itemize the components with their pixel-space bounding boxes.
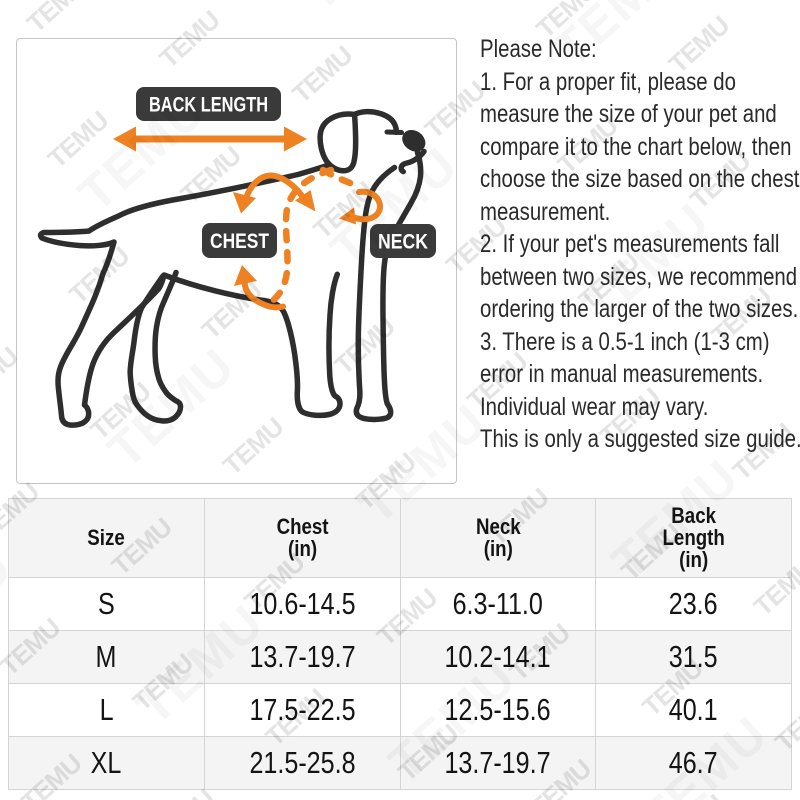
- svg-text:TEMU: TEMU: [398, 0, 470, 9]
- svg-text:NECK: NECK: [378, 231, 428, 254]
- svg-text:BACK LENGTH: BACK LENGTH: [149, 94, 268, 117]
- svg-text:TEMU: TEMU: [21, 0, 93, 38]
- svg-text:TEMU: TEMU: [291, 0, 440, 22]
- svg-text:CHEST: CHEST: [210, 230, 269, 253]
- svg-text:TEMU: TEMU: [658, 789, 730, 800]
- svg-text:TEMU: TEMU: [0, 205, 3, 274]
- svg-text:TEMU: TEMU: [0, 794, 52, 800]
